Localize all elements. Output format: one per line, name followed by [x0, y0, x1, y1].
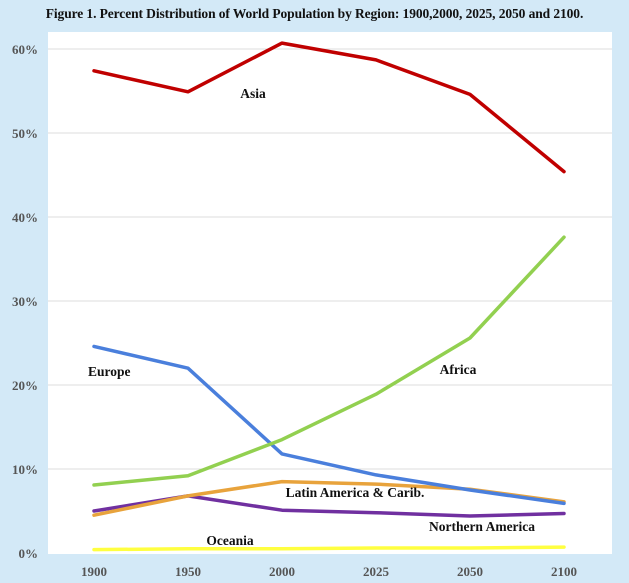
series-line-oceania: [92, 545, 566, 552]
y-tick-label: 60%: [12, 42, 38, 57]
series-label-northern-america: Northern America: [429, 519, 535, 534]
series-line-asia: [92, 41, 566, 174]
series-line-europe: [92, 344, 566, 506]
x-tick-label: 1900: [81, 564, 107, 579]
x-tick-label: 2100: [551, 564, 577, 579]
series-label-latin-america-carib: Latin America & Carib.: [286, 485, 425, 500]
series-label-oceania: Oceania: [206, 533, 253, 548]
x-tick-label: 2050: [457, 564, 483, 579]
x-tick-label: 1950: [175, 564, 201, 579]
series-line-africa: [92, 235, 566, 487]
series-label-europe: Europe: [88, 364, 131, 379]
chart-title: Figure 1. Percent Distribution of World …: [45, 6, 584, 21]
y-tick-label: 50%: [12, 126, 38, 141]
series-label-asia: Asia: [240, 86, 266, 101]
y-tick-label: 40%: [12, 210, 38, 225]
x-tick-label: 2025: [363, 564, 390, 579]
y-tick-label: 20%: [12, 378, 38, 393]
y-tick-label: 0%: [19, 546, 39, 561]
y-tick-label: 10%: [12, 462, 38, 477]
series-label-africa: Africa: [440, 362, 477, 377]
y-tick-label: 30%: [12, 294, 38, 309]
x-tick-label: 2000: [269, 564, 295, 579]
plot-area: [48, 32, 612, 554]
